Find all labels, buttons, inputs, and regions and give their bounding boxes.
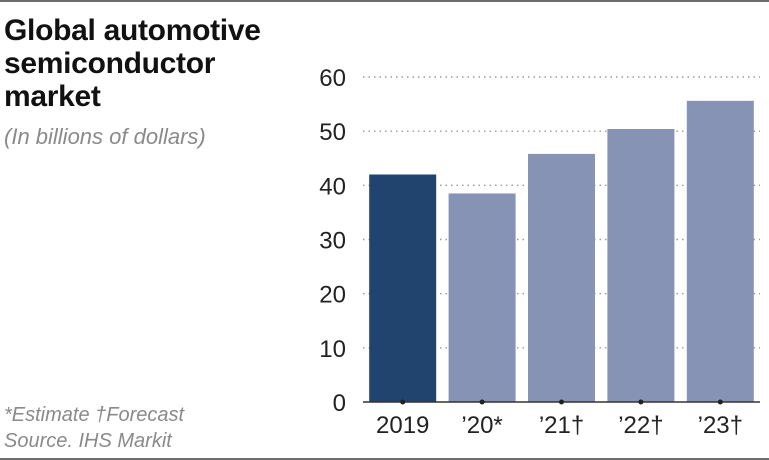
x-tick-label: 2019 — [376, 412, 429, 439]
y-tick-label: 40 — [319, 173, 346, 200]
top-rule — [0, 0, 769, 2]
x-tick-label: ’22† — [618, 412, 663, 439]
x-tick-label: ’21† — [539, 412, 584, 439]
bars — [369, 100, 754, 402]
bar-3 — [607, 129, 675, 402]
x-tick-label: ’20* — [461, 412, 502, 439]
x-tick-mark — [479, 399, 485, 405]
bar-0 — [369, 174, 437, 402]
source-note: Source. IHS Markit — [4, 430, 172, 452]
x-tick-mark — [717, 399, 723, 405]
y-tick-label: 60 — [319, 65, 346, 92]
bar-1 — [448, 193, 516, 402]
x-tick-mark — [400, 399, 406, 405]
x-tick-mark — [638, 399, 644, 405]
chart-title: Global automotive semiconductor market — [4, 14, 261, 113]
x-tick-mark — [559, 399, 564, 405]
chart-subtitle: (In billions of dollars) — [4, 124, 206, 149]
bar-2 — [528, 153, 595, 402]
y-tick-label: 50 — [319, 119, 346, 146]
x-tick-label: ’23† — [698, 412, 743, 439]
y-tick-label: 30 — [319, 228, 346, 255]
footnote-legend: *Estimate †Forecast — [4, 404, 185, 426]
bar-4 — [686, 100, 754, 402]
x-axis: 2019 ’20* ’21† ’22† ’23† — [363, 399, 760, 439]
y-axis-ticks: 0 10 20 30 40 50 60 — [319, 65, 346, 417]
y-tick-label: 0 — [333, 390, 346, 417]
y-tick-label: 20 — [319, 282, 346, 309]
y-tick-label: 10 — [319, 336, 346, 363]
bottom-rule — [0, 458, 769, 460]
